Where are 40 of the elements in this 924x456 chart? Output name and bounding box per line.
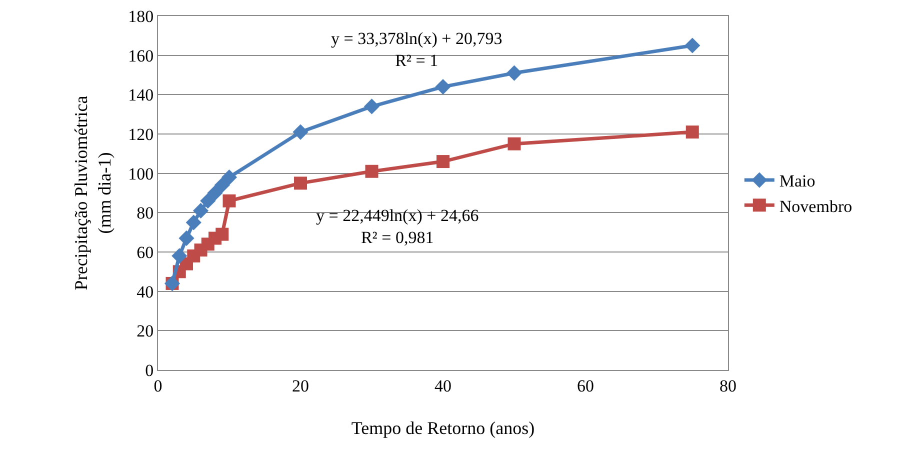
point (214, 177, 230, 193)
y-tick-label: 160 (128, 46, 154, 66)
y-tick-label: 120 (128, 124, 154, 144)
x-tick-label: 80 (720, 376, 736, 396)
point (200, 193, 216, 209)
x-axis-title: Tempo de Retorno (anos) (351, 418, 535, 438)
point (684, 38, 700, 54)
y-tick-label: 100 (128, 164, 154, 184)
point (292, 124, 308, 140)
point (686, 126, 699, 139)
point (222, 194, 236, 208)
point (192, 202, 209, 218)
point (365, 164, 378, 178)
legend-label: Novembro (779, 196, 852, 216)
point (172, 248, 188, 264)
y-tick-label: 180 (128, 6, 154, 26)
y-axis-title: Precipitação Pluviométrica (mm dia-1) (70, 96, 114, 290)
x-tick-label: 40 (434, 376, 452, 396)
y-tick-label: 140 (128, 86, 154, 105)
annotation: y = 33,378ln(x) + 20,793 R² = 1 (331, 29, 502, 70)
y-tick-label: 20 (136, 322, 154, 341)
point (435, 79, 451, 95)
y-tick-label: 80 (136, 204, 154, 223)
x-tick-label: 20 (292, 376, 309, 396)
y-tick-label: 0 (145, 360, 154, 380)
legend-label: Maio (779, 172, 816, 191)
point (178, 230, 194, 246)
point (186, 214, 202, 230)
point (364, 98, 380, 114)
x-tick-label: 60 (577, 376, 594, 396)
y-tick-label: 40 (136, 282, 154, 302)
annotation: y = 22,449ln(x) + 24,66 R² = 0,981 (316, 206, 479, 248)
y-tick-label: 60 (136, 242, 154, 262)
point (294, 176, 307, 190)
point (508, 137, 521, 150)
point (506, 65, 522, 81)
point (436, 155, 450, 168)
point (216, 228, 229, 241)
point (221, 169, 238, 186)
point (207, 185, 223, 201)
